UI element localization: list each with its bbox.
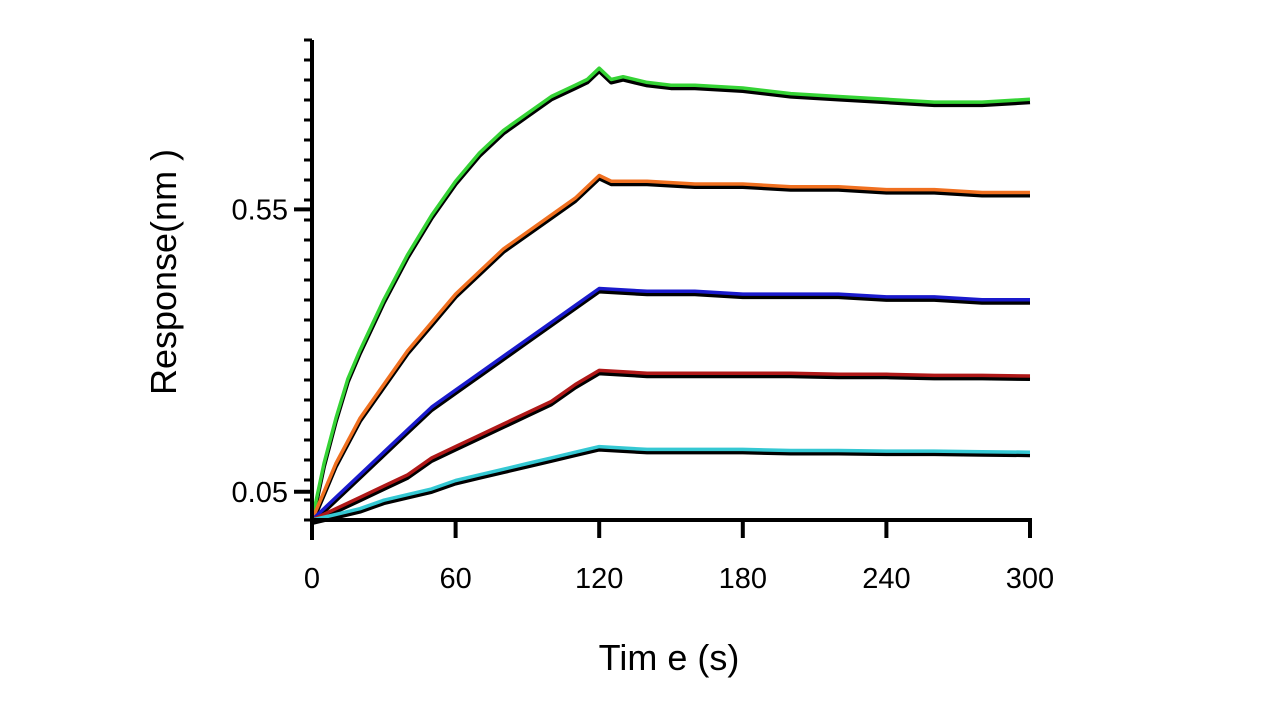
x-tick-label: 60 [439,563,471,595]
x-tick-label: 240 [862,563,910,595]
data-series [310,66,1031,522]
x-tick-label: 0 [304,563,320,595]
series-line-5 [311,444,1031,522]
x-ticks: 0 60 120 180 240 300 [304,520,1054,595]
series-line-3 [310,286,1030,522]
fit-curve-4 [311,371,1031,525]
y-minor-ticks [304,38,312,522]
series-line-4 [311,368,1031,522]
x-tick-label: 120 [575,563,623,595]
fit-curve-5 [311,447,1031,525]
y-axis-title: Response(nm ) [143,149,184,395]
fit-curve-3 [310,289,1030,525]
y-tick-label: 0.55 [232,194,288,226]
y-ticks: 0.05 0.55 [232,194,312,509]
axes: 0 60 120 180 240 300 0.05 0.55 [232,38,1054,595]
series-line-2 [310,173,1030,521]
x-axis-title: Tim e (s) [599,637,740,678]
x-tick-label: 300 [1006,563,1054,595]
series-line-1 [310,66,1031,521]
y-tick-label: 0.05 [232,477,288,509]
x-tick-label: 180 [719,563,767,595]
